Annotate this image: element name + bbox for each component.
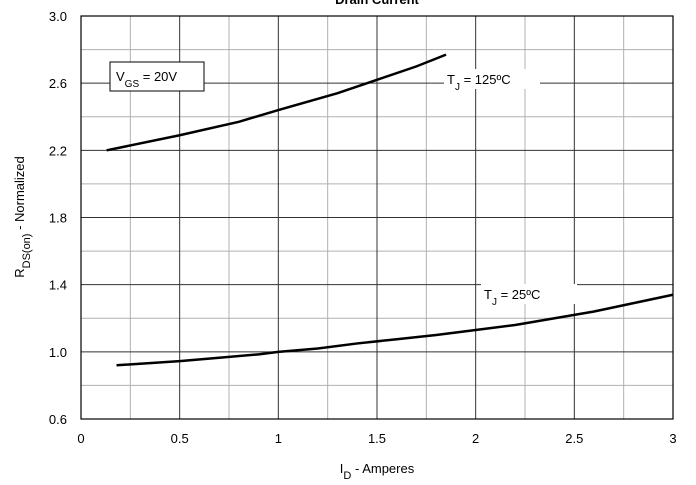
y-axis-label-main: R — [12, 268, 27, 277]
x-tick-label: 0.5 — [171, 431, 189, 446]
series-label-rest: = 125ºC — [460, 72, 511, 87]
x-tick-label: 3 — [669, 431, 676, 446]
annotation: VGS = 20V — [116, 69, 177, 90]
chart-title: Drain Current — [335, 0, 419, 7]
x-tick-label: 2 — [472, 431, 479, 446]
x-axis-label-main: I — [340, 461, 344, 476]
y-tick-label: 0.6 — [49, 412, 67, 427]
y-tick-label: 1.4 — [49, 278, 67, 293]
series-line — [116, 293, 674, 367]
series-label: TJ = 125ºC — [447, 72, 511, 93]
series-label: TJ = 25ºC — [484, 287, 540, 308]
y-tick-label: 2.6 — [49, 76, 67, 91]
annotation-box — [109, 61, 205, 92]
y-tick-label: 2.2 — [49, 143, 67, 158]
annotation-rest: = 20V — [139, 69, 177, 84]
plot-frame — [80, 15, 674, 420]
x-tick-label: 0 — [77, 431, 84, 446]
series-label-sub: J — [492, 297, 497, 308]
series-label-sub: J — [455, 82, 460, 93]
series-label-main: T — [484, 287, 492, 302]
x-axis-label-sub: D — [343, 470, 351, 482]
y-tick-label: 1.0 — [49, 345, 67, 360]
series-label-rest: = 25ºC — [497, 287, 540, 302]
x-axis-label-rest: - Amperes — [351, 461, 414, 476]
y-axis-label-sub: DS(on) — [21, 234, 33, 269]
x-tick-label: 2.5 — [565, 431, 583, 446]
y-tick-label: 3.0 — [49, 9, 67, 24]
x-axis-label: ID - Amperes — [340, 461, 415, 482]
label-bg — [481, 284, 577, 304]
y-tick-label: 1.8 — [49, 211, 67, 226]
annotation-main: V — [116, 69, 125, 84]
label-bg — [444, 69, 540, 89]
x-tick-label: 1.5 — [368, 431, 386, 446]
series-line — [106, 53, 447, 152]
y-axis-label-rest: - Normalized — [12, 156, 27, 233]
x-tick-label: 1 — [275, 431, 282, 446]
series-label-main: T — [447, 72, 455, 87]
y-axis-label: RDS(on) - Normalized — [12, 156, 33, 278]
annotation-sub: GS — [125, 79, 140, 90]
